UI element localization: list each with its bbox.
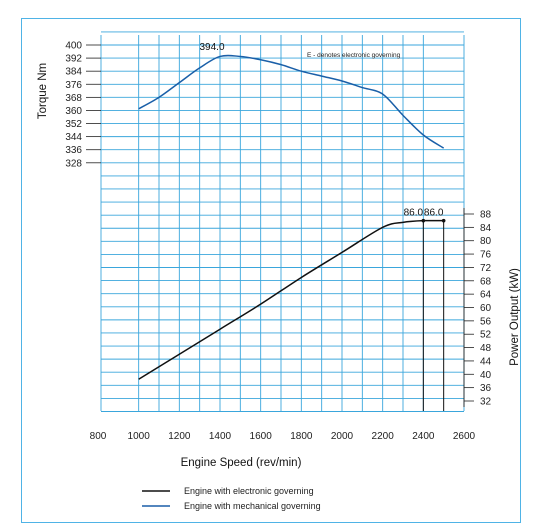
power-tick-label: 68 <box>480 276 492 287</box>
power-curve <box>138 219 444 380</box>
legend: Engine with electronic governing Engine w… <box>142 486 321 511</box>
torque-axis-title: Torque Nm <box>37 63 49 119</box>
torque-tick-label: 392 <box>65 54 82 65</box>
x-axis-title: Engine Speed (rev/min) <box>181 457 302 469</box>
power-tick-label: 60 <box>480 303 492 314</box>
power-tick-label: 32 <box>480 397 492 408</box>
tick-labels: 800 1000 1200 1400 1600 1800 2000 2200 2400 2600 3… <box>65 41 491 443</box>
power-tick-label: 76 <box>480 250 492 261</box>
power-tick-label: 48 <box>480 343 492 354</box>
power-tick-label: 56 <box>480 316 492 327</box>
labels: E - denotes electronic governing Engine … <box>37 52 521 469</box>
x-tick-label: 1600 <box>250 431 273 442</box>
peak-marker <box>421 218 426 223</box>
torque-tick-label: 376 <box>65 80 82 91</box>
x-tick-label: 2400 <box>412 431 435 442</box>
chart-frame: 394.0 86.0 86.0 800 1000 1200 1400 1600 1800 200… <box>21 18 521 523</box>
x-tick-label: 2200 <box>372 431 395 442</box>
power-tick-label: 44 <box>480 356 492 367</box>
peak-label: 86.0 <box>424 208 444 219</box>
power-axis-title: Power Output (kW) <box>509 268 520 366</box>
chart-note: E - denotes electronic governing <box>307 52 401 59</box>
power-tick-label: 80 <box>480 236 492 247</box>
curves: 394.0 86.0 86.0 <box>138 42 446 411</box>
legend-label: Engine with mechanical governing <box>184 501 321 511</box>
power-tick-label: 72 <box>480 263 492 274</box>
power-tick-label: 88 <box>480 210 492 221</box>
x-tick-label: 1400 <box>209 431 232 442</box>
torque-tick-label: 336 <box>65 145 82 156</box>
x-tick-label: 2000 <box>331 431 354 442</box>
torque-tick-label: 328 <box>65 158 82 169</box>
power-tick-label: 64 <box>480 290 492 301</box>
peak-label: 86.0 <box>404 208 424 219</box>
torque-tick-label: 360 <box>65 106 82 117</box>
torque-tick-label: 384 <box>65 67 82 78</box>
power-tick-label: 40 <box>480 370 492 381</box>
torque-curve <box>138 54 445 149</box>
x-tick-label: 1200 <box>168 431 191 442</box>
torque-tick-label: 352 <box>65 119 82 130</box>
power-tick-label: 84 <box>480 223 492 234</box>
torque-tick-label: 368 <box>65 93 82 104</box>
peak-marker <box>441 218 446 223</box>
torque-tick-label: 344 <box>65 132 82 143</box>
x-tick-label: 1000 <box>128 431 151 442</box>
power-tick-label: 36 <box>480 383 492 394</box>
chart: 394.0 86.0 86.0 800 1000 1200 1400 1600 1800 200… <box>37 31 521 511</box>
x-tick-label: 2600 <box>453 431 476 442</box>
x-tick-label: 1800 <box>290 431 313 442</box>
x-tick-label: 800 <box>90 431 107 442</box>
torque-tick-label: 400 <box>65 41 82 52</box>
peak-label: 394.0 <box>199 42 224 53</box>
power-tick-label: 52 <box>480 330 492 341</box>
legend-label: Engine with electronic governing <box>184 486 314 496</box>
